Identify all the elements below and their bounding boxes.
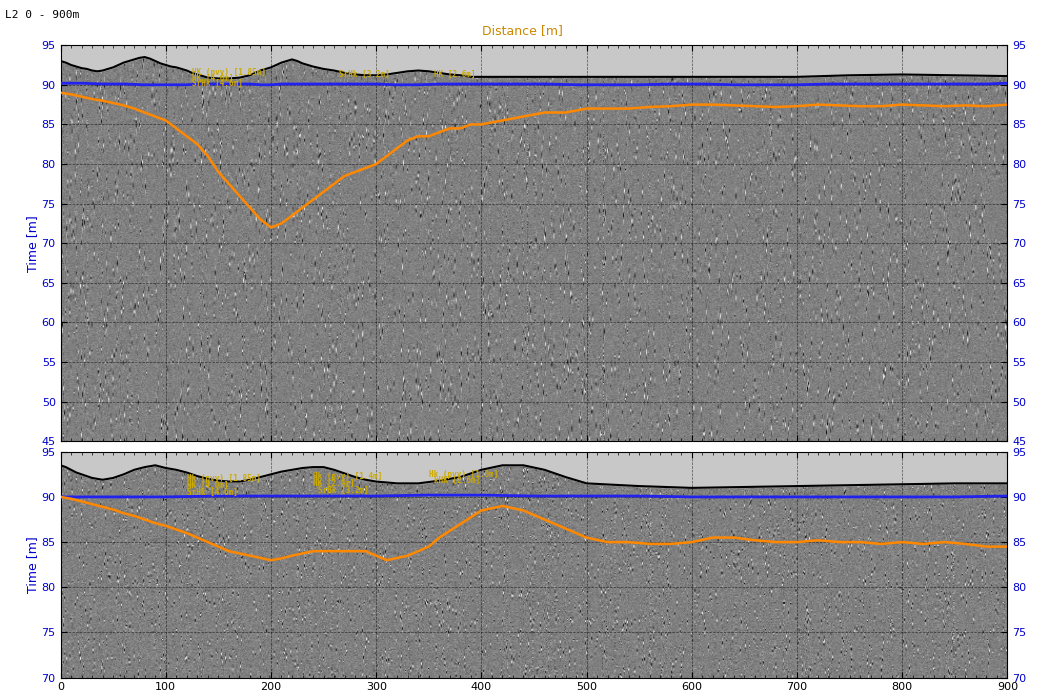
- Text: Hk (pvy) [1.4m]: Hk (pvy) [1.4m]: [313, 472, 382, 481]
- Text: SrHk [4.6m]: SrHk [4.6m]: [192, 79, 243, 88]
- Y-axis label: Time [m]: Time [m]: [26, 537, 39, 593]
- Text: HK [4.0m]: HK [4.0m]: [192, 74, 234, 83]
- Text: SrHk [3.2m]: SrHk [3.2m]: [339, 70, 390, 79]
- Text: HK [4.0m]: HK [4.0m]: [187, 481, 229, 490]
- Y-axis label: Time [m]: Time [m]: [26, 215, 39, 272]
- Text: L2 0 - 900m: L2 0 - 900m: [5, 10, 79, 20]
- Text: Distance [m]: Distance [m]: [481, 24, 563, 38]
- Text: SrHk [4.6m]: SrHk [4.6m]: [187, 488, 238, 497]
- Text: Hk (pvy) [1.0m]: Hk (pvy) [1.0m]: [429, 470, 498, 479]
- Text: kHK [2.6m]: kHK [2.6m]: [434, 476, 480, 485]
- Text: HK (pvy) [1.85m]: HK (pvy) [1.85m]: [192, 68, 266, 77]
- Text: HK [2.4m]: HK [2.4m]: [313, 479, 355, 488]
- Text: HK [2.6m]: HK [2.6m]: [434, 70, 476, 79]
- Text: SrHk [3.2m]: SrHk [3.2m]: [318, 485, 370, 494]
- Text: Hk (pvy) [1.85m]: Hk (pvy) [1.85m]: [187, 474, 261, 482]
